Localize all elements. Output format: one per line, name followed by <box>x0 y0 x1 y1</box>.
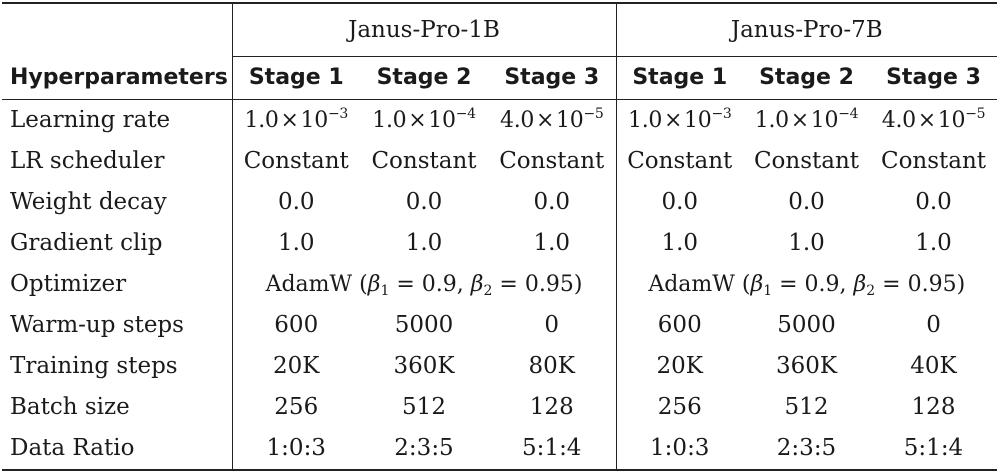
table-cell: 5:1:4 <box>870 428 998 471</box>
table-cell: 1.0 <box>915 230 952 256</box>
row-label-weight-decay: Weight decay <box>2 182 233 223</box>
group-header-janus-pro-1b: Janus-Pro-1B <box>232 2 617 57</box>
table-cell: 512 <box>402 394 446 420</box>
table-cell: 0.0 <box>277 189 315 215</box>
table-cell: 0.0 <box>405 189 443 215</box>
table-cell: 20K <box>273 353 320 379</box>
stage-header: Stage 2 <box>743 56 870 100</box>
table-cell: 5:1:4 <box>488 428 617 471</box>
table-cell: Constant <box>488 141 617 182</box>
table-cell: 0 <box>926 312 941 338</box>
stage-header: Stage 1 <box>616 56 743 100</box>
table-cell: 2:3:5 <box>360 428 488 471</box>
table-cell: 1:0:3 <box>616 428 743 471</box>
group-header-janus-pro-7b: Janus-Pro-7B <box>616 2 998 57</box>
table-cell: 40K <box>910 353 957 379</box>
table-cell: Constant <box>243 148 349 174</box>
row-lr-scheduler: LR scheduler Constant Constant Constant … <box>2 141 997 182</box>
table-cell: 80K <box>488 346 617 387</box>
row-label-lr-scheduler: LR scheduler <box>2 141 233 182</box>
row-label-warmup-steps: Warm-up steps <box>2 305 233 346</box>
row-weight-decay: Weight decay 0.0 0.0 0.0 0.0 0.0 0.0 <box>2 182 997 223</box>
model-group-header-row: Janus-Pro-1B Janus-Pro-7B <box>2 2 998 57</box>
stage-header: Stage 3 <box>870 56 998 100</box>
learning-rate-cell: 1.0 × 10−4 <box>372 106 476 133</box>
row-learning-rate: Learning rate 1.0 × 10−3 1.0 × 10−4 4.0 … <box>2 99 997 141</box>
table-cell: 0.0 <box>788 189 825 215</box>
table-cell: 1.0 <box>405 230 443 256</box>
row-optimizer: Optimizer AdamW (β1 = 0.9, β2 = 0.95) Ad… <box>2 264 997 305</box>
table-cell: 1.0 <box>661 230 699 256</box>
row-label-batch-size: Batch size <box>2 387 233 428</box>
table-cell: 0.0 <box>488 182 617 223</box>
table-cell: Constant <box>753 148 860 174</box>
table-cell: 256 <box>657 394 702 420</box>
table-cell: 256 <box>274 394 319 420</box>
row-label-optimizer: Optimizer <box>2 264 233 305</box>
hyperparameters-header: Hyperparameters <box>2 56 233 100</box>
table-cell: 5000 <box>394 312 454 338</box>
stage-header: Stage 2 <box>360 56 488 100</box>
learning-rate-cell: 1.0 × 10−4 <box>754 106 859 133</box>
table-cell: 2:3:5 <box>743 428 870 471</box>
table-cell: 0.0 <box>915 189 952 215</box>
table-cell: Constant <box>880 148 987 174</box>
row-label-training-steps: Training steps <box>2 346 233 387</box>
optimizer-cell-1b: AdamW (β1 = 0.9, β2 = 0.95) <box>232 264 617 305</box>
table-cell: 128 <box>911 394 956 420</box>
table-cell: Constant <box>371 148 477 174</box>
table-cell: 0 <box>488 305 617 346</box>
empty-corner-cell <box>2 2 233 57</box>
learning-rate-cell: 1.0 × 10−3 <box>628 106 732 133</box>
table-cell: 5000 <box>777 312 836 338</box>
table-cell: 600 <box>657 312 702 338</box>
table-cell: 512 <box>784 394 829 420</box>
table-cell: 128 <box>488 387 617 428</box>
row-batch-size: Batch size 256 512 128 256 512 128 <box>2 387 997 428</box>
table-cell: 360K <box>393 353 455 379</box>
learning-rate-cell: 4.0 × 10−5 <box>488 99 617 141</box>
row-label-learning-rate: Learning rate <box>2 99 233 141</box>
table-cell: 1.0 <box>277 230 315 256</box>
table-cell: Constant <box>627 148 733 174</box>
row-warmup-steps: Warm-up steps 600 5000 0 600 5000 0 <box>2 305 997 346</box>
stage-header: Stage 3 <box>488 56 617 100</box>
table-cell: 1:0:3 <box>232 428 360 471</box>
table-cell: 600 <box>274 312 319 338</box>
table-cell: 1.0 <box>788 230 825 256</box>
optimizer-cell-7b: AdamW (β1 = 0.9, β2 = 0.95) <box>648 272 966 299</box>
row-label-gradient-clip: Gradient clip <box>2 223 233 264</box>
learning-rate-cell: 4.0 × 10−5 <box>881 106 986 133</box>
table-cell: 1.0 <box>488 223 617 264</box>
row-gradient-clip: Gradient clip 1.0 1.0 1.0 1.0 1.0 1.0 <box>2 223 997 264</box>
stage-header-row: Hyperparameters Stage 1 Stage 2 Stage 3 … <box>2 56 998 100</box>
row-data-ratio: Data Ratio 1:0:3 2:3:5 5:1:4 1:0:3 2:3:5… <box>2 428 998 471</box>
row-label-data-ratio: Data Ratio <box>2 428 233 471</box>
learning-rate-cell: 1.0 × 10−3 <box>244 106 349 133</box>
table-cell: 20K <box>656 353 703 379</box>
stage-header: Stage 1 <box>232 56 360 100</box>
table-cell: 360K <box>775 353 838 379</box>
table-cell: 0.0 <box>661 189 699 215</box>
row-training-steps: Training steps 20K 360K 80K 20K 360K 40K <box>2 346 997 387</box>
